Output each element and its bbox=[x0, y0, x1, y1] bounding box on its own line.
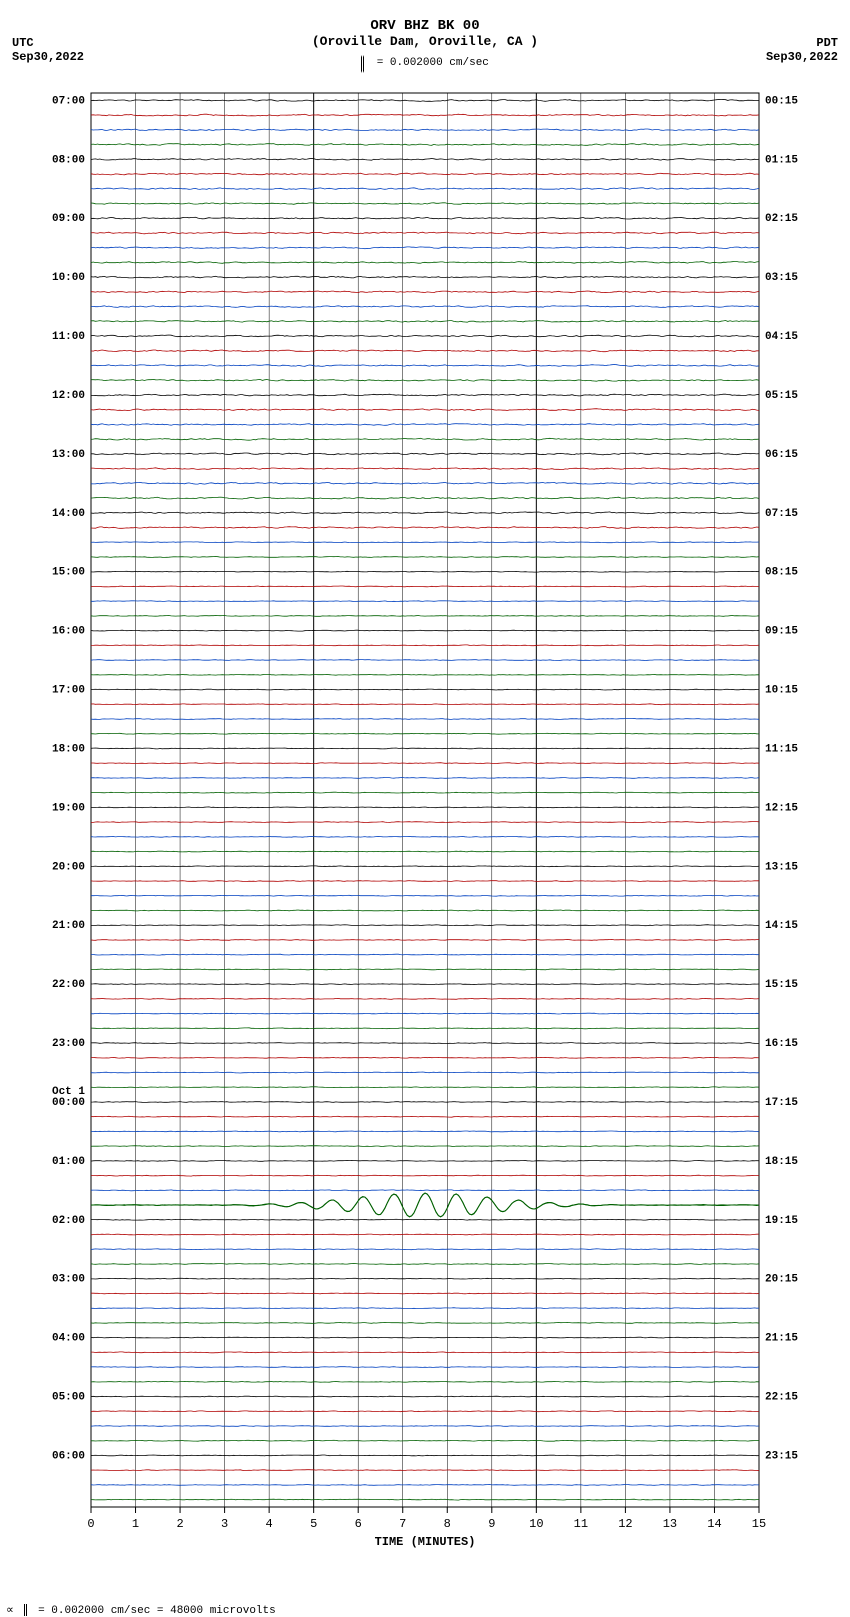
tz-left-label: UTC bbox=[12, 36, 34, 50]
svg-text:03:00: 03:00 bbox=[52, 1274, 85, 1286]
svg-text:3: 3 bbox=[221, 1517, 228, 1531]
svg-text:19:00: 19:00 bbox=[52, 802, 85, 814]
location-line: (Oroville Dam, Oroville, CA ) bbox=[0, 34, 850, 49]
footer-legend: ∝ = 0.002000 cm/sec = 48000 microvolts bbox=[6, 1603, 850, 1617]
svg-text:04:00: 04:00 bbox=[52, 1333, 85, 1345]
svg-text:1: 1 bbox=[132, 1517, 139, 1531]
svg-text:20:15: 20:15 bbox=[765, 1274, 798, 1286]
svg-text:02:15: 02:15 bbox=[765, 213, 798, 225]
svg-text:08:00: 08:00 bbox=[52, 154, 85, 166]
svg-text:10: 10 bbox=[529, 1517, 543, 1531]
svg-text:12:15: 12:15 bbox=[765, 802, 798, 814]
date-left: Sep30,2022 bbox=[12, 50, 84, 64]
svg-text:20:00: 20:00 bbox=[52, 861, 85, 873]
svg-text:13:00: 13:00 bbox=[52, 449, 85, 461]
footer-text: = 0.002000 cm/sec = 48000 microvolts bbox=[38, 1605, 276, 1617]
svg-text:18:00: 18:00 bbox=[52, 743, 85, 755]
svg-text:2: 2 bbox=[176, 1517, 183, 1531]
svg-text:23:15: 23:15 bbox=[765, 1450, 798, 1462]
svg-text:17:15: 17:15 bbox=[765, 1097, 798, 1109]
station-line: ORV BHZ BK 00 bbox=[0, 18, 850, 34]
seismogram-plot-wrap: 0123456789101112131415TIME (MINUTES)07:0… bbox=[35, 87, 815, 1577]
scale-bar-icon bbox=[361, 55, 364, 73]
svg-text:14:00: 14:00 bbox=[52, 508, 85, 520]
svg-text:15: 15 bbox=[752, 1517, 766, 1531]
svg-text:22:15: 22:15 bbox=[765, 1392, 798, 1404]
header: ORV BHZ BK 00 (Oroville Dam, Oroville, C… bbox=[0, 0, 850, 49]
svg-text:06:15: 06:15 bbox=[765, 449, 798, 461]
svg-text:11:15: 11:15 bbox=[765, 743, 798, 755]
svg-text:15:00: 15:00 bbox=[52, 567, 85, 579]
svg-text:16:00: 16:00 bbox=[52, 626, 85, 638]
svg-text:05:15: 05:15 bbox=[765, 390, 798, 402]
svg-text:12: 12 bbox=[618, 1517, 632, 1531]
svg-text:05:00: 05:00 bbox=[52, 1392, 85, 1404]
footer-prefix: ∝ bbox=[6, 1605, 14, 1617]
svg-text:10:15: 10:15 bbox=[765, 685, 798, 697]
svg-text:07:00: 07:00 bbox=[52, 95, 85, 107]
svg-text:7: 7 bbox=[399, 1517, 406, 1531]
svg-text:00:00: 00:00 bbox=[52, 1097, 85, 1109]
svg-text:03:15: 03:15 bbox=[765, 272, 798, 284]
svg-text:00:15: 00:15 bbox=[765, 95, 798, 107]
seismogram-svg: 0123456789101112131415TIME (MINUTES)07:0… bbox=[35, 87, 815, 1577]
scale-legend: = 0.002000 cm/sec bbox=[0, 53, 850, 71]
svg-text:0: 0 bbox=[87, 1517, 94, 1531]
svg-text:9: 9 bbox=[488, 1517, 495, 1531]
svg-text:01:15: 01:15 bbox=[765, 154, 798, 166]
svg-text:13:15: 13:15 bbox=[765, 861, 798, 873]
footer-scale-bar-icon bbox=[24, 1604, 27, 1616]
tz-right-label: PDT bbox=[816, 36, 838, 50]
svg-text:16:15: 16:15 bbox=[765, 1038, 798, 1050]
seismogram-page: UTC PDT Sep30,2022 Sep30,2022 ORV BHZ BK… bbox=[0, 0, 850, 1617]
svg-text:04:15: 04:15 bbox=[765, 331, 798, 343]
date-right: Sep30,2022 bbox=[766, 50, 838, 64]
svg-text:17:00: 17:00 bbox=[52, 685, 85, 697]
svg-text:TIME (MINUTES): TIME (MINUTES) bbox=[375, 1535, 476, 1549]
svg-text:23:00: 23:00 bbox=[52, 1038, 85, 1050]
svg-text:21:15: 21:15 bbox=[765, 1333, 798, 1345]
svg-text:13: 13 bbox=[663, 1517, 677, 1531]
svg-text:11: 11 bbox=[574, 1517, 588, 1531]
svg-text:09:15: 09:15 bbox=[765, 626, 798, 638]
svg-text:12:00: 12:00 bbox=[52, 390, 85, 402]
svg-text:4: 4 bbox=[266, 1517, 273, 1531]
svg-text:06:00: 06:00 bbox=[52, 1450, 85, 1462]
svg-text:10:00: 10:00 bbox=[52, 272, 85, 284]
svg-text:19:15: 19:15 bbox=[765, 1215, 798, 1227]
svg-text:8: 8 bbox=[444, 1517, 451, 1531]
svg-text:14:15: 14:15 bbox=[765, 920, 798, 932]
svg-text:02:00: 02:00 bbox=[52, 1215, 85, 1227]
svg-text:5: 5 bbox=[310, 1517, 317, 1531]
svg-text:15:15: 15:15 bbox=[765, 979, 798, 991]
svg-text:07:15: 07:15 bbox=[765, 508, 798, 520]
svg-text:18:15: 18:15 bbox=[765, 1156, 798, 1168]
svg-text:01:00: 01:00 bbox=[52, 1156, 85, 1168]
svg-text:6: 6 bbox=[355, 1517, 362, 1531]
svg-text:22:00: 22:00 bbox=[52, 979, 85, 991]
svg-text:08:15: 08:15 bbox=[765, 567, 798, 579]
svg-text:21:00: 21:00 bbox=[52, 920, 85, 932]
svg-text:11:00: 11:00 bbox=[52, 331, 85, 343]
svg-text:14: 14 bbox=[707, 1517, 721, 1531]
scale-text: = 0.002000 cm/sec bbox=[377, 57, 489, 69]
svg-text:09:00: 09:00 bbox=[52, 213, 85, 225]
